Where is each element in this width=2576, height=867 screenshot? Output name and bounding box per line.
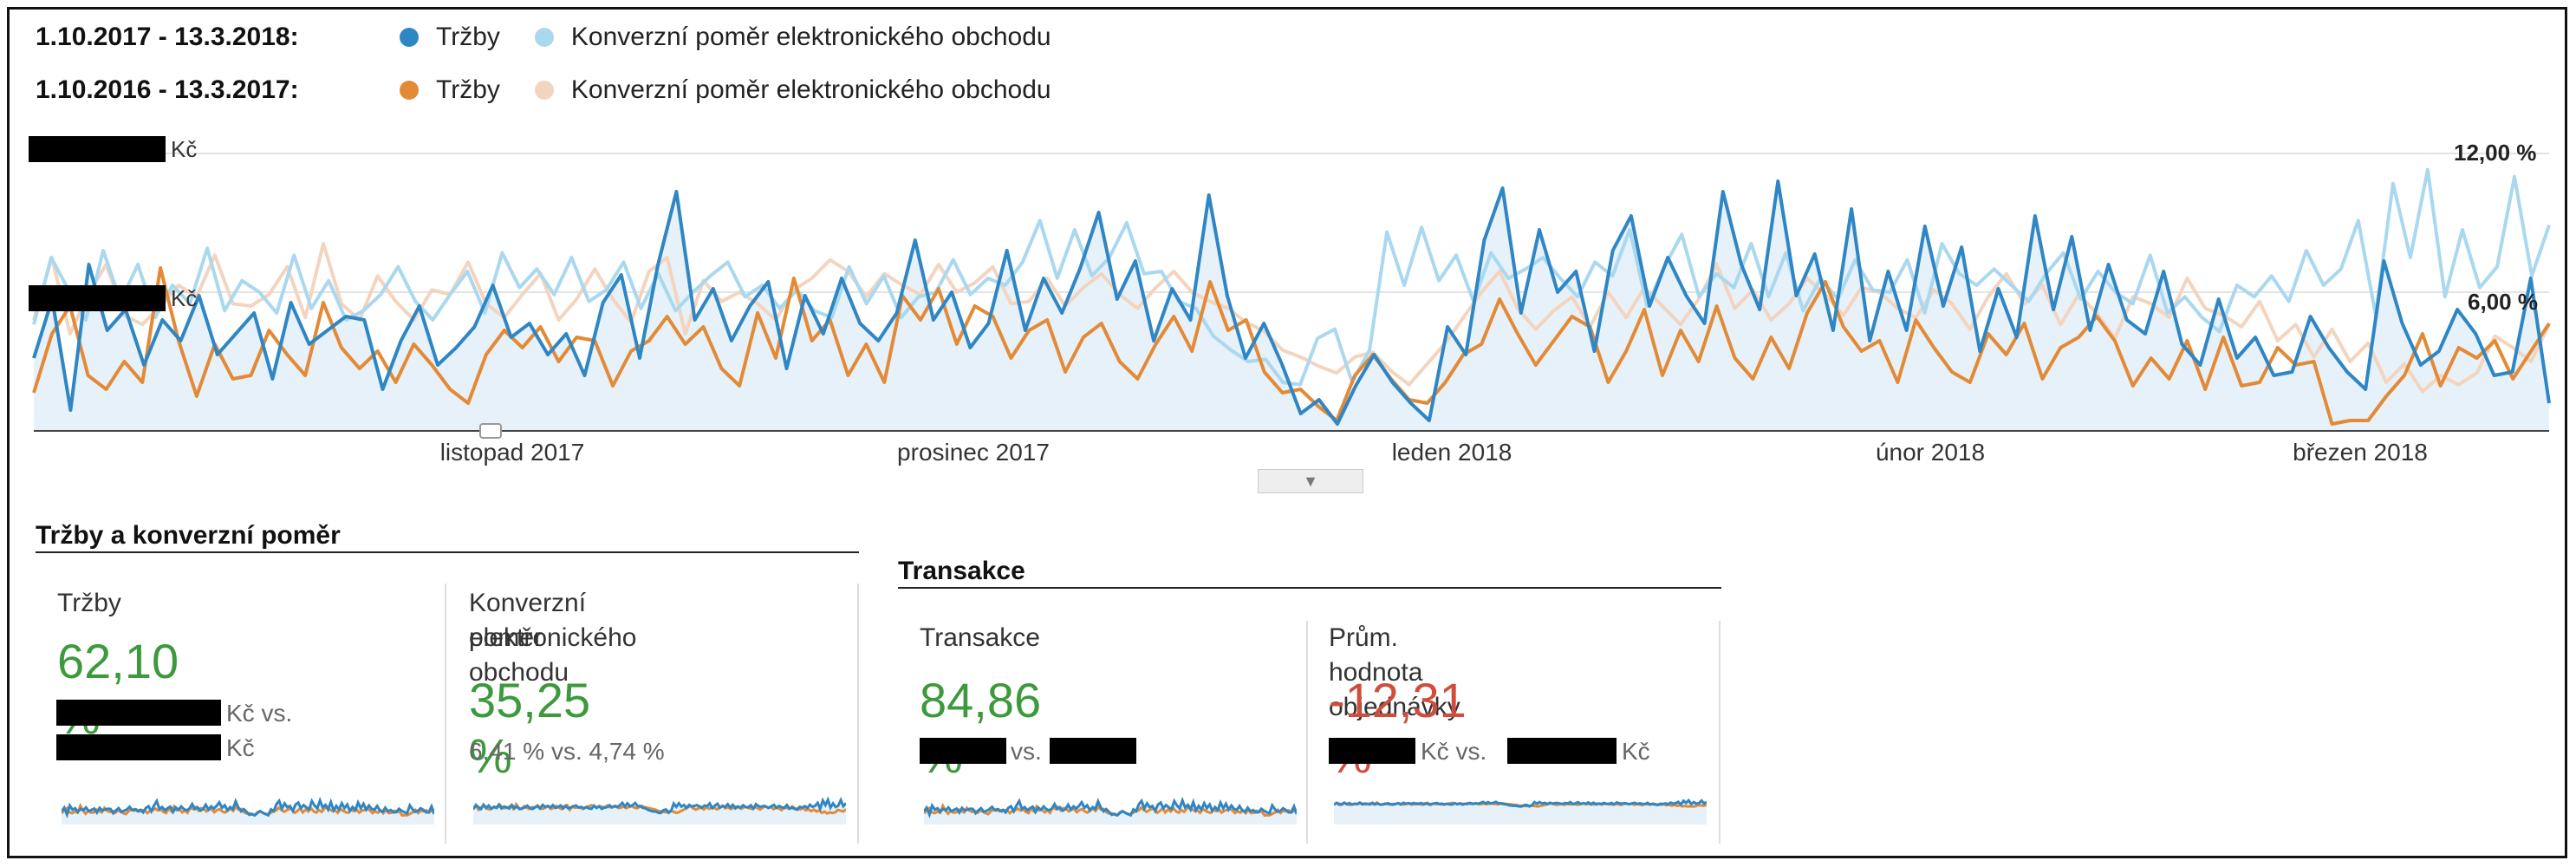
card-percent-change: 62,10 % bbox=[57, 634, 179, 744]
card-compare-text: vs. bbox=[1011, 738, 1042, 765]
card-divider bbox=[857, 583, 859, 844]
month-label: listopad 2017 bbox=[439, 439, 585, 466]
section-title-revenue: Tržby a konverzní poměr bbox=[36, 521, 341, 550]
section-title-transactions: Transakce bbox=[898, 557, 1025, 585]
redacted-value bbox=[920, 738, 1006, 764]
month-label: leden 2018 bbox=[1391, 439, 1512, 466]
legend-dot-icon bbox=[534, 28, 554, 47]
area-fill-current-revenue bbox=[34, 181, 2549, 431]
legend-row-previous: 1.10.2016 - 13.3.2017: Tržby Konverzní p… bbox=[36, 73, 1086, 108]
card-percent-change: -12,31 % bbox=[1329, 673, 1467, 783]
legend-label: Konverzní poměr elektronického obchodu bbox=[570, 75, 1051, 104]
card-label: Tržby bbox=[57, 589, 121, 617]
month-label: únor 2018 bbox=[1875, 439, 1986, 466]
collapse-chart-button[interactable]: ▼ bbox=[1258, 469, 1363, 493]
redacted-value bbox=[1050, 738, 1136, 764]
legend-current-conversion[interactable]: Konverzní poměr elektronického obchodu bbox=[534, 23, 1051, 52]
legend-label: Tržby bbox=[436, 23, 500, 51]
current-date-range: 1.10.2017 - 13.3.2018: bbox=[36, 23, 299, 51]
redacted-axis-value bbox=[29, 136, 166, 162]
card-percent-change: 84,86 % bbox=[920, 673, 1042, 783]
sparkline-area bbox=[473, 799, 846, 825]
redacted-value bbox=[1507, 738, 1617, 764]
sparkline-current bbox=[924, 796, 1297, 819]
card-divider bbox=[445, 583, 446, 844]
legend-label: Konverzní poměr elektronického obchodu bbox=[570, 23, 1051, 51]
card-label: Konverzní poměr bbox=[469, 589, 587, 652]
card-compare-text: Kč bbox=[226, 734, 255, 761]
month-label: březen 2018 bbox=[2293, 439, 2428, 466]
card-label: Transakce bbox=[920, 623, 1040, 652]
card-compare-text: Kč vs. bbox=[226, 700, 293, 727]
right-axis-tick-mid: 6,00 % bbox=[2468, 289, 2538, 315]
card-compare-text: Kč bbox=[1622, 738, 1650, 765]
card-divider bbox=[1719, 621, 1721, 844]
sparkline-current bbox=[1334, 798, 1707, 808]
legend-row-current: 1.10.2017 - 13.3.2018: Tržby Konverzní p… bbox=[36, 20, 1086, 55]
card-compare-text: Kč vs. bbox=[1421, 738, 1487, 765]
sparkline bbox=[1334, 798, 1707, 825]
redacted-axis-value bbox=[29, 285, 166, 311]
legend-previous-conversion[interactable]: Konverzní poměr elektronického obchodu bbox=[534, 75, 1051, 105]
card-divider bbox=[1306, 621, 1308, 844]
month-label: prosinec 2017 bbox=[897, 439, 1050, 466]
main-line-chart[interactable]: Kč Kč 12,00 % 6,00 % listopad 2017 prosi… bbox=[10, 122, 2565, 493]
redacted-value bbox=[56, 700, 221, 726]
legend-label: Tržby bbox=[436, 75, 500, 104]
legend-dot-icon bbox=[400, 81, 419, 100]
sparkline-area bbox=[1334, 800, 1707, 825]
card-compare-text: 6,41 % vs. 4,74 % bbox=[469, 738, 665, 765]
sparkline bbox=[62, 796, 434, 825]
series-line-revenue-current[interactable] bbox=[32, 179, 2551, 426]
legend-dot-icon bbox=[400, 28, 419, 47]
card-percent-change: 35,25 % bbox=[469, 673, 591, 783]
legend-current-revenue[interactable]: Tržby bbox=[400, 23, 500, 52]
sparkline-current bbox=[473, 796, 846, 815]
previous-date-range: 1.10.2016 - 13.3.2017: bbox=[36, 75, 299, 104]
card-label: elektronického obchodu bbox=[469, 623, 637, 687]
section-divider bbox=[36, 551, 859, 553]
left-axis-unit-top: Kč bbox=[171, 136, 198, 162]
chart-svg[interactable] bbox=[10, 122, 2565, 486]
sparkline bbox=[473, 796, 846, 825]
legend-previous-revenue[interactable]: Tržby bbox=[400, 75, 500, 105]
left-axis-unit-mid: Kč bbox=[171, 285, 198, 311]
series-line-conversion-current[interactable] bbox=[32, 167, 2551, 387]
redacted-value bbox=[1329, 738, 1415, 764]
sparkline-current bbox=[62, 796, 434, 819]
card-label: Prům. hodnota objednávky bbox=[1329, 623, 1460, 721]
redacted-value bbox=[56, 734, 221, 760]
section-divider bbox=[898, 587, 1721, 589]
chevron-down-icon: ▼ bbox=[1303, 472, 1318, 490]
sparkline bbox=[924, 796, 1297, 825]
right-axis-tick-top: 12,00 % bbox=[2454, 140, 2537, 166]
annotation-icon[interactable] bbox=[479, 423, 502, 439]
report-panel: 1.10.2017 - 13.3.2018: Tržby Konverzní p… bbox=[7, 7, 2567, 858]
legend-dot-icon bbox=[534, 81, 554, 100]
